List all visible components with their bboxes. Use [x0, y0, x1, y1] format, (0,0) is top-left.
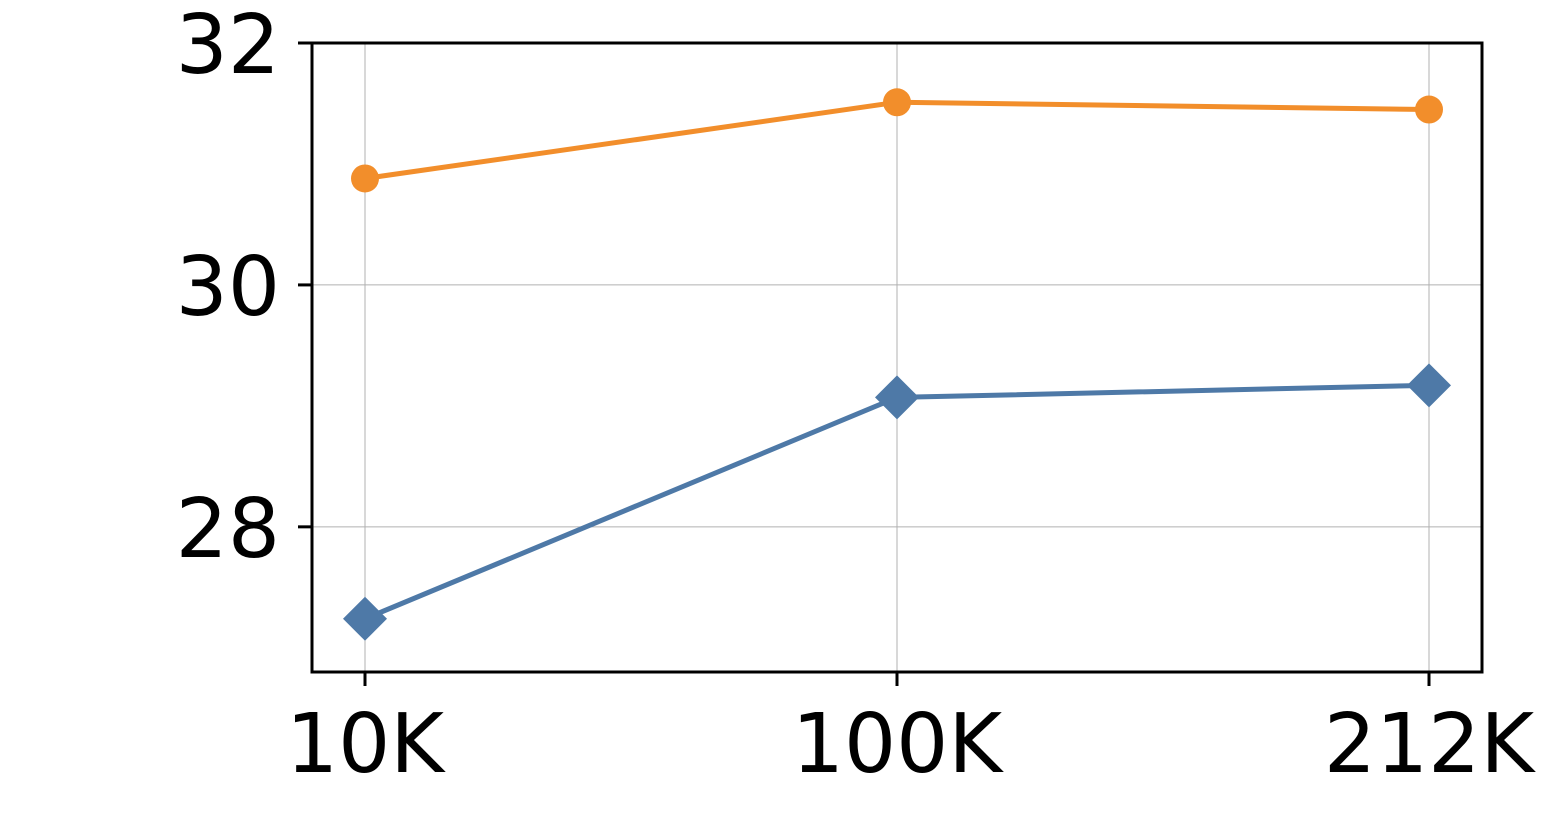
x-tick-label: 10K [286, 697, 446, 792]
x-tick-label: 212K [1324, 697, 1537, 792]
plot-frame [310, 41, 1484, 674]
marker [1415, 95, 1443, 124]
marker [875, 375, 919, 420]
x-tick-label: 100K [792, 697, 1005, 792]
marker [1407, 363, 1451, 408]
y-tick-label: 32 [176, 0, 280, 93]
y-tick-label: 30 [176, 240, 280, 335]
marker [351, 164, 379, 193]
marker [343, 596, 387, 641]
y-tick-label: 28 [176, 482, 280, 577]
marker [883, 88, 911, 117]
